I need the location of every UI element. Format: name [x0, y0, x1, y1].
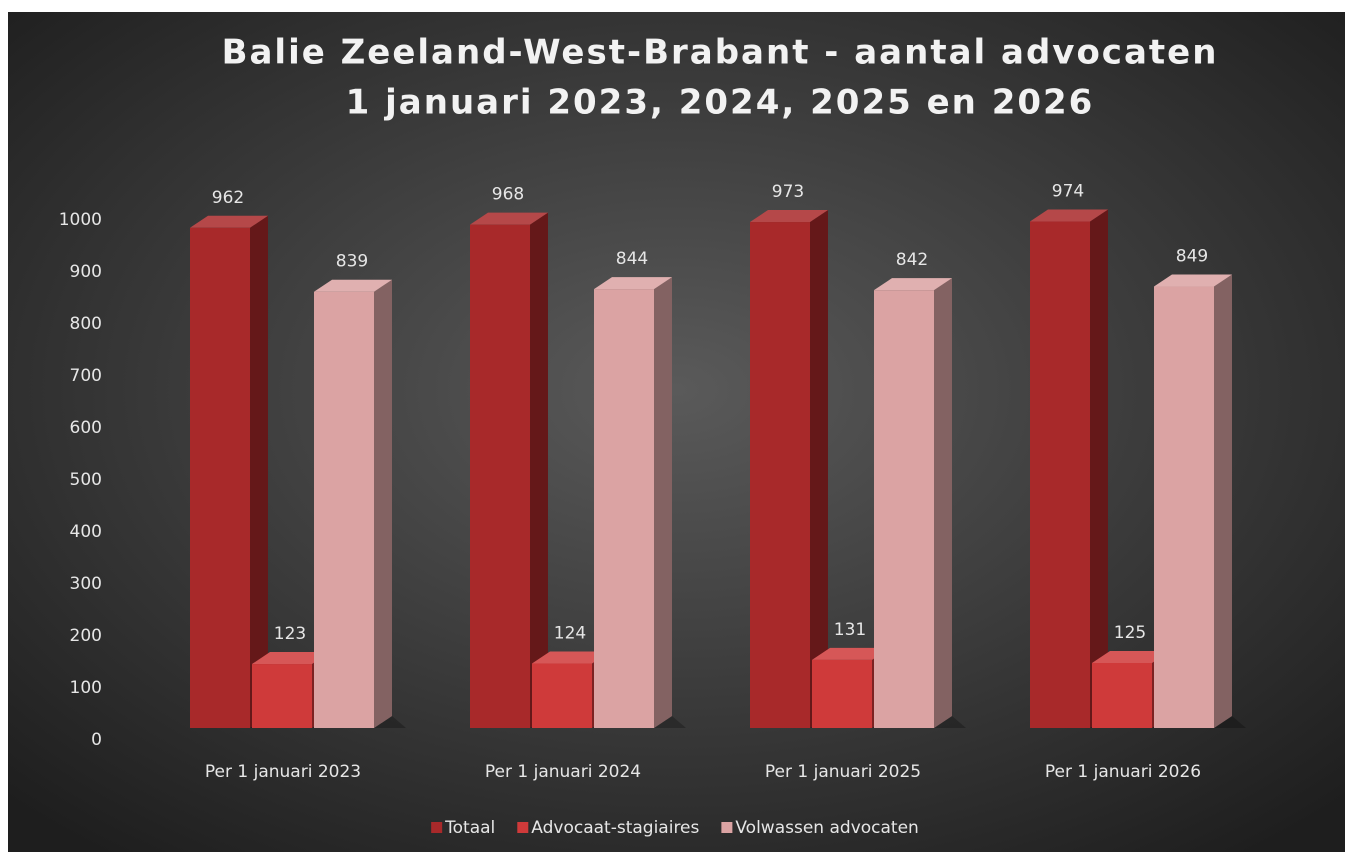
bar [750, 222, 810, 729]
bar-shade [1092, 651, 1170, 663]
data-label: 962 [212, 188, 244, 208]
bar-side [1214, 274, 1232, 728]
data-label: 973 [772, 182, 804, 202]
bar-shade [594, 277, 672, 290]
bar [1154, 286, 1214, 728]
bar-side [530, 212, 548, 728]
bar [252, 664, 312, 728]
y-tick-label: 700 [70, 366, 102, 386]
data-label: 842 [896, 250, 928, 270]
bar-side [250, 215, 268, 728]
bar-shade [374, 279, 392, 728]
bar-top [812, 647, 890, 660]
y-tick-label: 0 [91, 730, 102, 750]
data-label: 125 [1114, 623, 1146, 643]
bar-top [1030, 209, 1108, 222]
legend-marker [517, 822, 529, 833]
bar-shade [190, 215, 268, 228]
data-label: 124 [554, 624, 586, 644]
x-tick-label: Per 1 januari 2023 [205, 762, 361, 782]
data-label: 974 [1052, 182, 1084, 202]
legend-label: Advocaat-stagiaires [531, 818, 699, 838]
x-tick-label: Per 1 januari 2026 [1045, 762, 1201, 782]
bar-top [252, 652, 330, 665]
bar [594, 289, 654, 728]
bar-shade [874, 278, 952, 291]
y-tick-label: 300 [70, 574, 102, 594]
bar-shade [654, 277, 672, 728]
bar [1030, 221, 1090, 728]
bar-top [532, 651, 610, 664]
bar-side [374, 279, 392, 728]
bar-shade [470, 212, 548, 225]
legend-label: Volwassen advocaten [735, 818, 918, 838]
data-label: 844 [616, 249, 648, 269]
x-tick-label: Per 1 januari 2024 [485, 762, 641, 782]
y-tick-label: 200 [70, 626, 102, 646]
bar-top [750, 210, 828, 223]
bar-top [190, 215, 268, 228]
y-tick-label: 600 [70, 418, 102, 438]
bar-shade [532, 651, 610, 664]
data-label: 839 [336, 252, 368, 272]
bar [812, 659, 872, 728]
bar-top [1092, 651, 1170, 663]
x-tick-label: Per 1 januari 2025 [765, 762, 921, 782]
bar-shade [1154, 274, 1232, 287]
bar-shade [314, 279, 392, 292]
bar [532, 663, 592, 728]
bar-shade [250, 215, 268, 728]
legend-marker [431, 822, 443, 833]
bar-shade [934, 278, 952, 728]
bar-shade [812, 647, 890, 660]
bar-top [594, 277, 672, 290]
y-tick-label: 800 [70, 314, 102, 334]
chart-title: 1 januari 2023, 2024, 2025 en 2026 [346, 83, 1095, 123]
bar [1092, 663, 1152, 728]
chart-title: Balie Zeeland-West-Brabant - aantal advo… [222, 33, 1219, 73]
bar [874, 290, 934, 728]
y-tick-label: 1000 [59, 210, 102, 230]
bar-shade [1214, 274, 1232, 728]
y-tick-label: 400 [70, 522, 102, 542]
y-tick-label: 900 [70, 262, 102, 282]
bar-shade [1090, 209, 1108, 728]
bar-shade [530, 212, 548, 728]
bar [190, 227, 250, 728]
data-label: 849 [1176, 247, 1208, 267]
bar-top [314, 279, 392, 292]
bar-shade [810, 210, 828, 729]
bar-side [810, 210, 828, 729]
bar-side [654, 277, 672, 728]
bar-top [470, 212, 548, 225]
data-label: 131 [834, 620, 866, 640]
y-tick-label: 100 [70, 678, 102, 698]
bar [314, 291, 374, 728]
bar-shade [750, 210, 828, 223]
bar [470, 224, 530, 728]
bar-side [934, 278, 952, 728]
bar-shade [252, 652, 330, 665]
bar-top [874, 278, 952, 291]
data-label: 968 [492, 185, 524, 205]
y-tick-label: 500 [70, 470, 102, 490]
bar-top [1154, 274, 1232, 287]
bar-shade [1030, 209, 1108, 222]
bar-side [1090, 209, 1108, 728]
legend-marker [721, 822, 733, 833]
legend-label: Totaal [444, 818, 495, 838]
data-label: 123 [274, 624, 306, 644]
